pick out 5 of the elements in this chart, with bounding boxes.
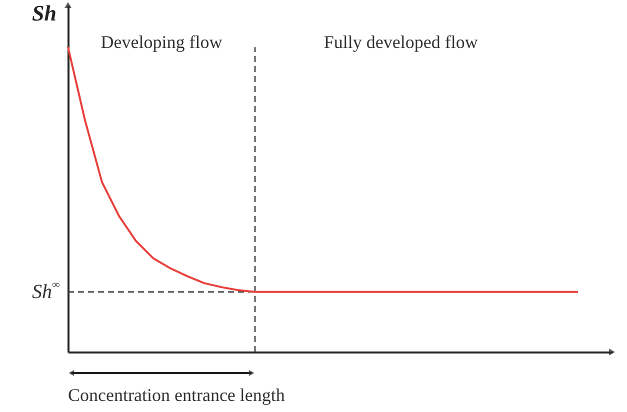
text: Concentration entrance length [68, 385, 285, 405]
annotation: Developing flow [100, 32, 222, 52]
y-axis-title: Sh [32, 0, 56, 26]
ref-line-label: Sh∞ [32, 278, 60, 303]
annotation: Fully developed flow [324, 32, 478, 52]
